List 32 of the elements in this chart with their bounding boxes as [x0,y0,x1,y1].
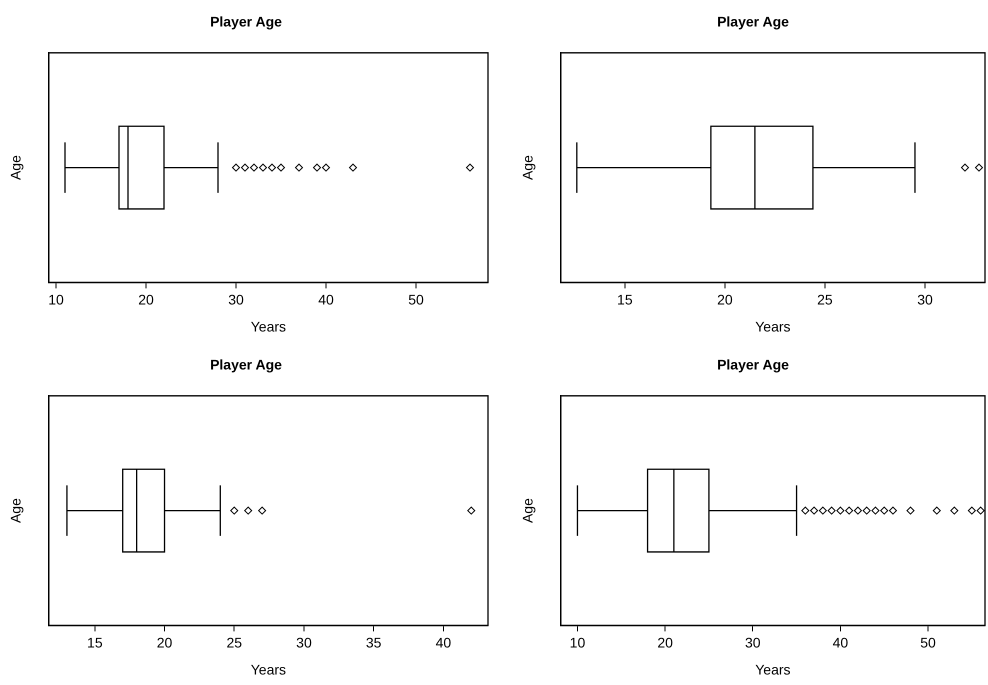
chart-title: Player Age [717,13,790,30]
x-tick-label: 50 [920,634,936,651]
x-tick-label: 10 [48,292,64,308]
x-tick-label: 30 [744,634,761,651]
x-tick-label: 20 [138,292,154,308]
x-axis-title: Years [250,318,286,334]
y-axis-title: Age [7,154,24,180]
x-axis-title: Years [755,661,791,678]
x-tick-label: 40 [436,634,452,651]
x-tick-label: 20 [657,634,674,651]
y-axis-title: Age [7,498,24,524]
x-tick-label: 40 [318,292,334,308]
x-tick-label: 15 [87,634,103,651]
x-tick-label: 30 [917,292,933,308]
x-tick-label: 20 [717,292,733,308]
x-tick-label: 40 [832,634,848,651]
chart-title: Player Age [210,13,282,30]
y-axis-title: Age [519,498,536,524]
x-tick-label: 25 [226,634,242,651]
x-tick-label: 30 [228,292,244,308]
x-tick-label: 15 [617,292,633,308]
chart-title: Player Age [210,356,282,372]
x-tick-label: 50 [408,292,424,308]
x-tick-label: 25 [817,292,833,308]
x-axis-title: Years [250,661,286,678]
x-tick-label: 35 [366,634,382,651]
x-axis-title: Years [755,318,791,334]
y-axis-title: Age [519,154,536,180]
chart-title: Player Age [717,356,790,372]
x-tick-label: 30 [296,634,312,651]
x-tick-label: 10 [570,634,586,651]
x-tick-label: 20 [156,634,173,651]
